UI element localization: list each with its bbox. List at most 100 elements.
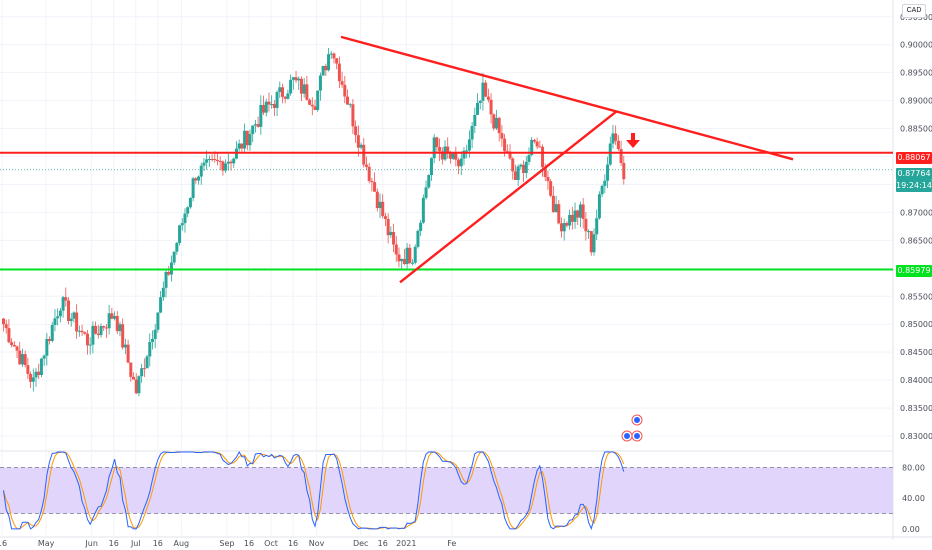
candle-body	[207, 158, 211, 160]
candle-body	[584, 218, 588, 232]
candle-body	[39, 358, 43, 375]
candle-body	[603, 180, 607, 186]
time-tick-label: 16	[0, 539, 7, 548]
time-tick-label: Oct	[264, 539, 278, 548]
candle-body	[29, 373, 33, 382]
candle-body	[611, 133, 615, 144]
candle-body	[413, 246, 417, 263]
candle-body	[373, 182, 377, 192]
event-markers[interactable]	[621, 414, 643, 442]
time-tick-label: Jun	[84, 539, 98, 548]
candle-body	[286, 93, 290, 99]
price-tick-label: 0.85500	[900, 292, 932, 301]
candle-body	[53, 318, 57, 325]
candle-body	[126, 344, 130, 363]
down-arrow-icon	[626, 133, 640, 148]
candle-body	[570, 214, 574, 222]
candle-body	[614, 133, 618, 141]
candle-body	[156, 312, 160, 330]
time-tick-label: 16	[378, 539, 388, 548]
candle-body	[102, 326, 106, 328]
candle-body	[280, 87, 284, 97]
candle-body	[191, 178, 195, 199]
candle-body	[457, 159, 461, 167]
candle-body	[432, 137, 436, 159]
candle-body	[159, 297, 163, 313]
candle-body	[494, 117, 498, 129]
candle-body	[440, 151, 444, 160]
candle-body	[527, 155, 531, 162]
candle-body	[132, 376, 136, 380]
price-tick-label: 0.84000	[900, 376, 932, 385]
candle-body	[83, 332, 87, 334]
time-axis[interactable]: 16 May Jun 16 Jul 16 Aug Sep 16 Oct 16 Nov Dec 16 2021…	[0, 539, 456, 548]
candle-body	[199, 165, 203, 177]
candle-body	[532, 139, 536, 142]
candle-body	[15, 346, 19, 351]
overbought-oversold-band	[0, 467, 893, 514]
price-tick-label: 0.89000	[900, 97, 932, 106]
candle-body	[335, 58, 339, 64]
candle-body	[137, 376, 141, 394]
candle-body	[183, 213, 187, 224]
candle-body	[451, 153, 455, 159]
candle-body	[134, 379, 138, 394]
candle-body	[237, 143, 241, 149]
candle-body	[448, 153, 452, 159]
candle-body	[568, 214, 572, 226]
candle-body	[351, 104, 355, 127]
candle-body	[489, 99, 493, 115]
candle-body	[511, 158, 515, 172]
candle-body	[356, 135, 360, 148]
candle-body	[240, 143, 244, 149]
candle-body	[205, 159, 209, 163]
candle-body	[188, 198, 192, 208]
candle-body	[142, 368, 146, 370]
time-tick-label: Aug	[174, 539, 190, 548]
candle-body	[397, 254, 401, 262]
current-price-label: 0.87764	[896, 168, 932, 180]
candle-body	[481, 82, 485, 101]
currency-label: CAD	[906, 7, 922, 14]
candle-body	[10, 342, 14, 346]
candle-body	[576, 210, 580, 218]
candle-body	[299, 78, 303, 94]
ascending-trendline	[399, 110, 617, 284]
candle-body	[259, 104, 263, 127]
candle-body	[492, 114, 496, 129]
candle-body	[253, 124, 257, 126]
candle-body	[283, 96, 287, 99]
candle-body	[424, 187, 428, 198]
drawings[interactable]	[0, 35, 893, 284]
candle-body	[446, 146, 450, 154]
candle-body	[305, 84, 309, 100]
candle-body	[427, 174, 431, 188]
candle-body	[595, 218, 599, 235]
candle-body	[597, 194, 601, 219]
candle-body	[484, 82, 488, 97]
candle-body	[408, 247, 412, 263]
candle-body	[392, 231, 396, 245]
candle-body	[270, 104, 274, 106]
candle-body	[343, 84, 347, 97]
candle-body	[454, 153, 458, 160]
candle-body	[476, 102, 480, 115]
candle-body	[245, 130, 249, 146]
candle-body	[459, 158, 463, 167]
event-marker-dot	[634, 433, 640, 439]
candle-body	[294, 77, 298, 81]
candle-body	[419, 222, 423, 231]
candle-body	[267, 101, 271, 105]
price-tick-label: 0.83000	[900, 432, 932, 441]
candle-body	[416, 230, 420, 247]
candle-body	[478, 100, 482, 103]
candle-body	[486, 96, 490, 100]
candle-body	[58, 310, 62, 317]
candle-body	[565, 222, 569, 226]
time-tick-label: 16	[244, 539, 254, 548]
candle-body	[12, 345, 16, 347]
candle-body	[340, 81, 344, 85]
price-tick-label: 0.85000	[900, 320, 932, 329]
